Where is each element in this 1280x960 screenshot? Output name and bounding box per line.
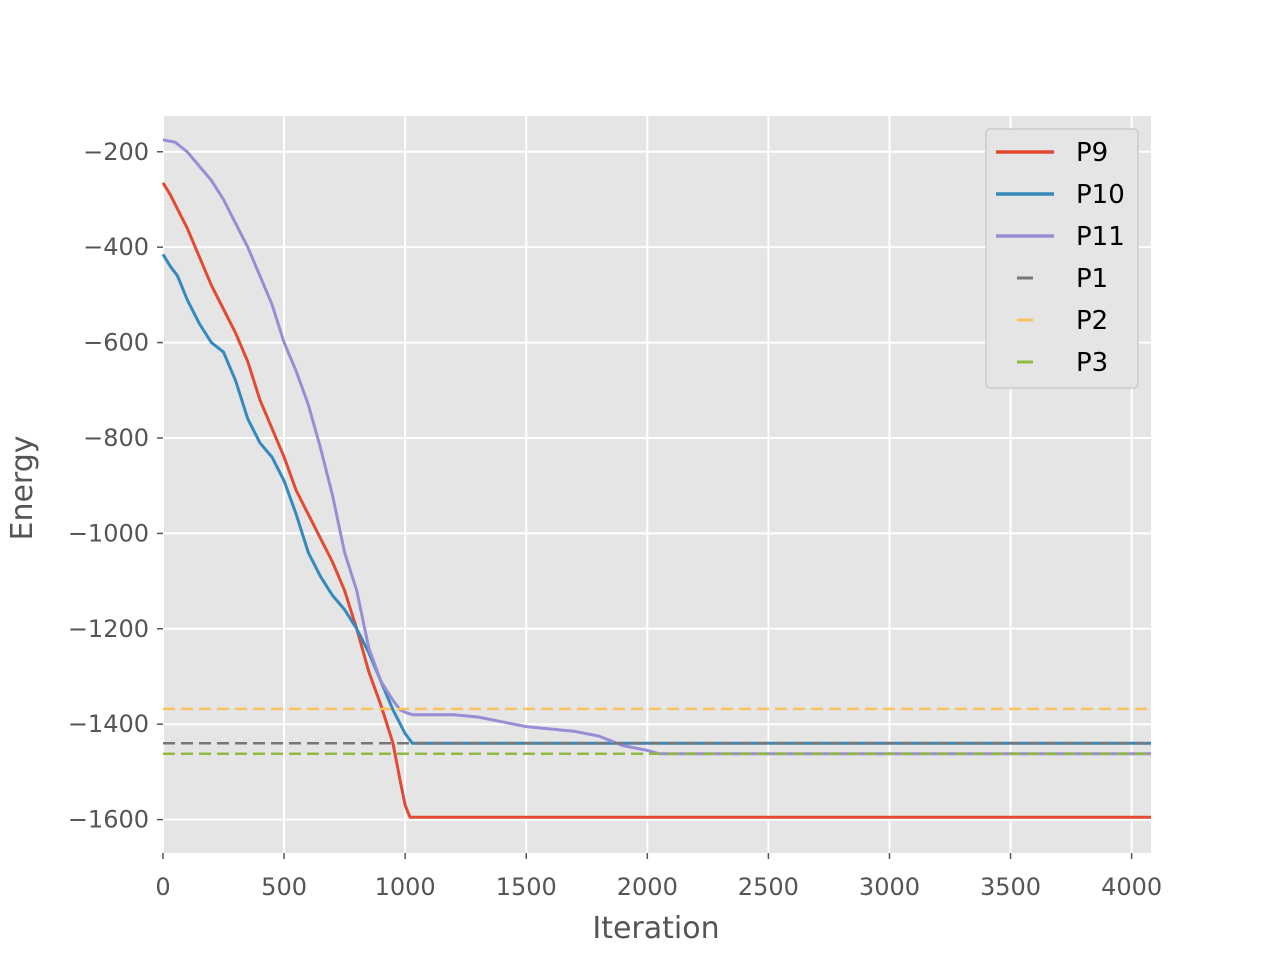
series-p11-line bbox=[162, 138, 1151, 756]
x-tick-label: 4000 bbox=[1101, 873, 1162, 901]
x-tick-label: 3000 bbox=[859, 873, 920, 901]
x-axis-label: Iteration bbox=[592, 911, 719, 946]
y-tick-label: −1400 bbox=[68, 710, 149, 738]
x-tick-label: 2000 bbox=[617, 873, 678, 901]
x-tick-labels: 0 500 1000 1500 2000 2500 3000 3500 4000 bbox=[155, 853, 1162, 901]
x-tick-label: 500 bbox=[261, 873, 307, 901]
legend-p10-label: P10 bbox=[1076, 180, 1125, 210]
series-p9-line bbox=[161, 182, 1151, 819]
legend-box bbox=[985, 128, 1139, 389]
legend-p2-label: P2 bbox=[1076, 306, 1108, 336]
series-group bbox=[161, 138, 1151, 819]
x-tick-label: 1500 bbox=[496, 873, 557, 901]
legend-p9-label: P9 bbox=[1076, 138, 1108, 168]
y-tick-labels: −1600 −1400 −1200 −1000 −800 −600 −400 −200 bbox=[68, 138, 163, 834]
x-tick-label: 3500 bbox=[980, 873, 1041, 901]
y-axis-label: Energy bbox=[5, 435, 40, 540]
y-tick-label: −800 bbox=[83, 424, 149, 452]
y-tick-label: −400 bbox=[83, 233, 149, 261]
y-tick-label: −1600 bbox=[68, 806, 149, 834]
y-tick-label: −600 bbox=[83, 329, 149, 357]
x-tick-label: 0 bbox=[155, 873, 170, 901]
legend-p1-label: P1 bbox=[1076, 264, 1108, 294]
legend-p3-label: P3 bbox=[1076, 348, 1108, 378]
x-tick-label: 1000 bbox=[375, 873, 436, 901]
legend: P9 P10 P11 P1 P2 P3 bbox=[985, 128, 1139, 389]
x-tick-label: 2500 bbox=[738, 873, 799, 901]
y-tick-label: −1200 bbox=[68, 615, 149, 643]
y-tick-label: −1000 bbox=[68, 519, 149, 547]
y-tick-label: −200 bbox=[83, 138, 149, 166]
legend-p11-label: P11 bbox=[1076, 222, 1125, 252]
